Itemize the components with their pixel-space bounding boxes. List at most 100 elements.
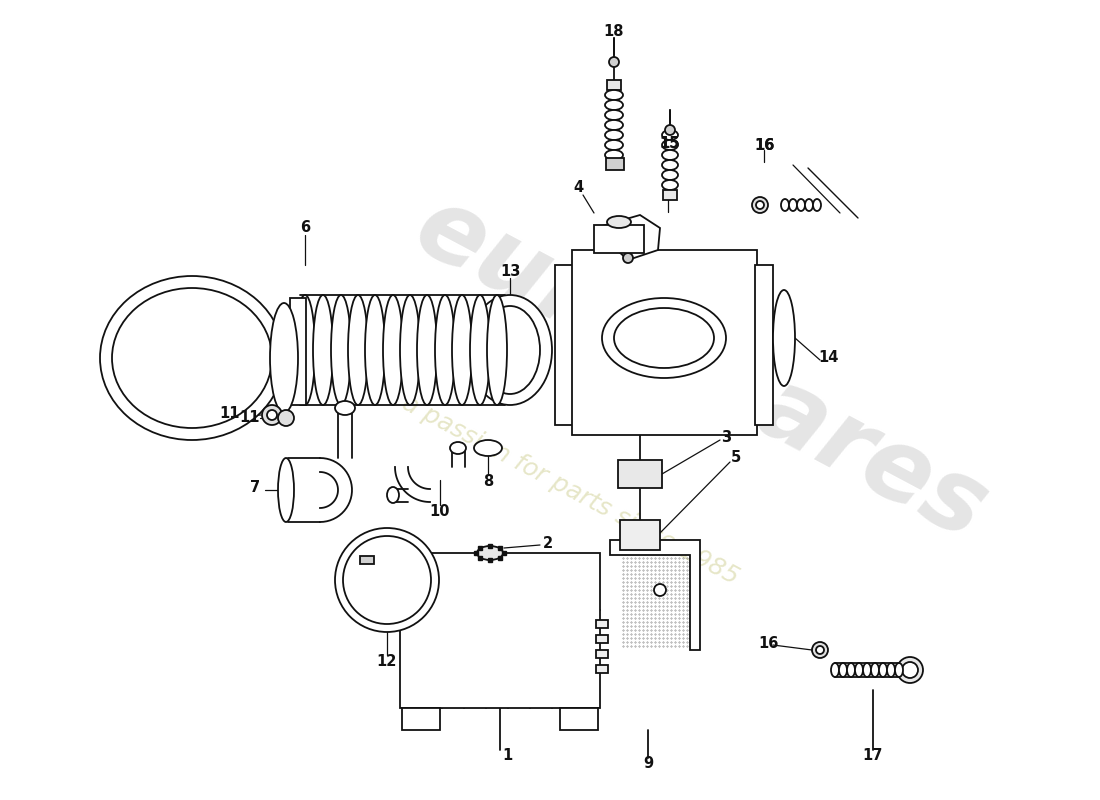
Ellipse shape bbox=[662, 150, 678, 160]
Circle shape bbox=[267, 410, 277, 420]
Ellipse shape bbox=[752, 197, 768, 213]
Text: 4: 4 bbox=[573, 181, 583, 195]
Bar bbox=[596, 665, 608, 673]
Ellipse shape bbox=[805, 199, 813, 211]
Bar bbox=[663, 190, 676, 200]
Ellipse shape bbox=[474, 440, 502, 456]
Text: 13: 13 bbox=[499, 265, 520, 279]
Text: a passion for parts since 1985: a passion for parts since 1985 bbox=[397, 390, 742, 590]
Text: 2: 2 bbox=[543, 535, 553, 550]
Bar bbox=[596, 620, 608, 628]
Bar bbox=[360, 556, 374, 564]
Text: 9: 9 bbox=[642, 757, 653, 771]
Text: 6: 6 bbox=[300, 221, 310, 235]
Ellipse shape bbox=[100, 276, 284, 440]
Circle shape bbox=[343, 536, 431, 624]
Ellipse shape bbox=[605, 120, 623, 130]
Polygon shape bbox=[595, 215, 660, 260]
Text: 5: 5 bbox=[730, 450, 741, 466]
Bar bbox=[606, 158, 624, 170]
Ellipse shape bbox=[602, 298, 726, 378]
Ellipse shape bbox=[348, 295, 369, 405]
Text: 1: 1 bbox=[502, 749, 513, 763]
Ellipse shape bbox=[662, 160, 678, 170]
Ellipse shape bbox=[295, 295, 315, 405]
Ellipse shape bbox=[605, 130, 623, 140]
Ellipse shape bbox=[365, 295, 385, 405]
Ellipse shape bbox=[112, 288, 272, 428]
Ellipse shape bbox=[662, 130, 678, 140]
Ellipse shape bbox=[470, 295, 490, 405]
Circle shape bbox=[896, 657, 923, 683]
Ellipse shape bbox=[662, 170, 678, 180]
Ellipse shape bbox=[847, 663, 855, 677]
Ellipse shape bbox=[477, 546, 503, 560]
Ellipse shape bbox=[607, 216, 631, 228]
Ellipse shape bbox=[855, 663, 864, 677]
Polygon shape bbox=[610, 540, 700, 650]
Text: 16: 16 bbox=[754, 138, 774, 153]
Ellipse shape bbox=[450, 442, 466, 454]
Text: 17: 17 bbox=[862, 749, 883, 763]
Bar bbox=[402, 708, 440, 730]
Ellipse shape bbox=[812, 642, 828, 658]
Ellipse shape bbox=[278, 458, 294, 522]
Ellipse shape bbox=[614, 308, 714, 368]
Ellipse shape bbox=[839, 663, 847, 677]
Text: 12: 12 bbox=[377, 654, 397, 669]
Ellipse shape bbox=[400, 295, 420, 405]
Ellipse shape bbox=[314, 295, 333, 405]
Bar bbox=[607, 80, 621, 90]
Bar bbox=[556, 265, 573, 425]
Text: 16: 16 bbox=[758, 635, 778, 650]
Ellipse shape bbox=[895, 663, 903, 677]
Ellipse shape bbox=[605, 110, 623, 120]
Ellipse shape bbox=[871, 663, 879, 677]
Ellipse shape bbox=[605, 90, 623, 100]
Text: 10: 10 bbox=[430, 505, 450, 519]
Bar bbox=[755, 265, 773, 425]
Text: 15: 15 bbox=[660, 135, 680, 150]
Bar bbox=[290, 298, 306, 405]
Text: 7: 7 bbox=[250, 481, 260, 495]
Text: 8: 8 bbox=[483, 474, 493, 489]
Text: 14: 14 bbox=[817, 350, 838, 366]
Text: 15: 15 bbox=[660, 135, 680, 150]
Ellipse shape bbox=[879, 663, 887, 677]
Ellipse shape bbox=[387, 487, 399, 503]
Circle shape bbox=[278, 410, 294, 426]
Ellipse shape bbox=[798, 199, 805, 211]
Ellipse shape bbox=[813, 199, 821, 211]
Ellipse shape bbox=[864, 663, 871, 677]
Bar bbox=[400, 553, 600, 708]
Bar bbox=[620, 520, 660, 550]
Ellipse shape bbox=[781, 199, 789, 211]
Text: 11: 11 bbox=[220, 406, 240, 422]
Bar bbox=[572, 250, 757, 435]
Ellipse shape bbox=[773, 290, 795, 386]
Text: 3: 3 bbox=[720, 430, 732, 445]
Bar bbox=[596, 635, 608, 643]
Ellipse shape bbox=[789, 199, 797, 211]
Text: 11: 11 bbox=[240, 410, 261, 426]
Text: eurospares: eurospares bbox=[398, 178, 1002, 562]
Ellipse shape bbox=[434, 295, 455, 405]
Ellipse shape bbox=[336, 401, 355, 415]
Bar bbox=[594, 225, 643, 253]
Circle shape bbox=[902, 662, 918, 678]
Circle shape bbox=[609, 57, 619, 67]
Ellipse shape bbox=[270, 303, 298, 413]
Ellipse shape bbox=[480, 306, 540, 394]
Bar bbox=[596, 650, 608, 658]
Ellipse shape bbox=[452, 295, 472, 405]
Ellipse shape bbox=[605, 150, 623, 160]
Circle shape bbox=[654, 584, 666, 596]
Ellipse shape bbox=[662, 180, 678, 190]
Bar bbox=[560, 708, 598, 730]
Ellipse shape bbox=[487, 295, 507, 405]
Circle shape bbox=[816, 646, 824, 654]
Ellipse shape bbox=[662, 140, 678, 150]
Circle shape bbox=[756, 201, 764, 209]
Circle shape bbox=[666, 125, 675, 135]
Ellipse shape bbox=[605, 140, 623, 150]
